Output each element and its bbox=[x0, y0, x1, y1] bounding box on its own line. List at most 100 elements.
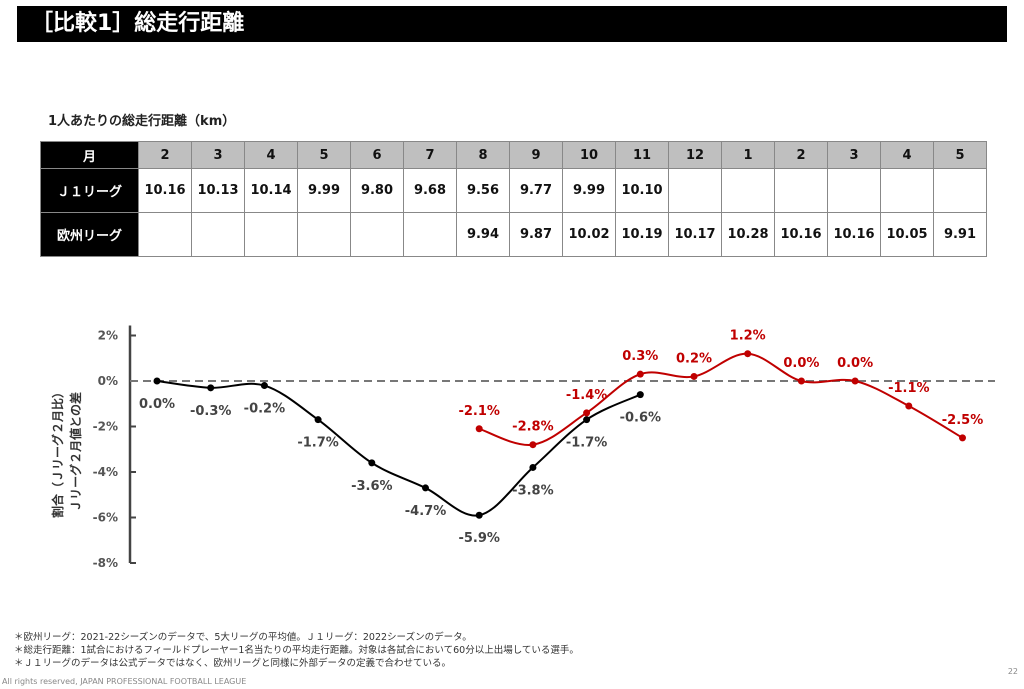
data-point bbox=[583, 416, 591, 424]
table-cell: 9.94 bbox=[456, 212, 510, 257]
table-header-row: 月 2 3 4 5 6 7 8 9 10 11 12 1 2 3 4 5 bbox=[40, 141, 987, 169]
table-cell bbox=[403, 212, 457, 257]
data-point bbox=[475, 425, 483, 433]
data-label: 0.0% bbox=[139, 397, 175, 412]
table-cell bbox=[880, 168, 934, 213]
page-number: 22 bbox=[1007, 667, 1018, 676]
table-cell: 10.02 bbox=[562, 212, 616, 257]
month-header: 8 bbox=[456, 141, 510, 169]
copyright: All rights reserved, JAPAN PROFESSIONAL … bbox=[2, 677, 247, 686]
table-cell: 10.13 bbox=[191, 168, 245, 213]
table-cell: 9.80 bbox=[350, 168, 404, 213]
data-point bbox=[690, 372, 698, 380]
month-header: 5 bbox=[297, 141, 351, 169]
y-axis-label-2: Ｊリーグ２月値との差 bbox=[68, 392, 83, 512]
y-axis-label: 割合（Ｊリーグ２月比） bbox=[50, 386, 65, 518]
month-header: 7 bbox=[403, 141, 457, 169]
month-header: 5 bbox=[933, 141, 987, 169]
table-cell: 9.91 bbox=[933, 212, 987, 257]
footnote: ＊総走行距離：1試合におけるフィールドプレーヤー1名当たりの平均走行距離。対象は… bbox=[14, 645, 579, 656]
data-label: -5.9% bbox=[458, 531, 499, 546]
data-point bbox=[905, 402, 913, 410]
table-title: 1人あたりの総走行距離（km） bbox=[48, 114, 236, 129]
month-header: 3 bbox=[191, 141, 245, 169]
data-point bbox=[636, 370, 644, 378]
table-row: 欧州リーグ 9.94 9.87 10.02 10.19 10.17 10.28 10.16 10… bbox=[40, 212, 987, 257]
table-cell: 9.68 bbox=[403, 168, 457, 213]
data-point bbox=[583, 409, 591, 417]
data-label: -0.3% bbox=[190, 404, 231, 419]
row-label: 欧州リーグ bbox=[40, 212, 139, 257]
table-cell: 10.16 bbox=[774, 212, 828, 257]
data-label: -4.7% bbox=[405, 504, 446, 519]
month-header: 2 bbox=[138, 141, 192, 169]
data-point bbox=[207, 384, 215, 392]
series-line-0 bbox=[156, 380, 641, 517]
y-tick-label: 2% bbox=[98, 329, 118, 343]
page-title: ［比較1］総走行距離 bbox=[17, 6, 1007, 42]
table-cell bbox=[721, 168, 775, 213]
month-header: 3 bbox=[827, 141, 881, 169]
data-label: 0.3% bbox=[622, 349, 658, 364]
y-tick-label: -8% bbox=[93, 556, 118, 570]
y-tick-label: -2% bbox=[93, 420, 118, 434]
data-label: -1.7% bbox=[566, 436, 607, 451]
data-label: -0.6% bbox=[620, 411, 661, 426]
data-point bbox=[959, 434, 966, 442]
month-header: 10 bbox=[562, 141, 616, 169]
table-cell: 9.99 bbox=[562, 168, 616, 213]
data-label: -1.7% bbox=[297, 436, 338, 451]
data-label: -3.6% bbox=[351, 479, 392, 494]
table-cell: 10.14 bbox=[244, 168, 298, 213]
table-cell: 10.17 bbox=[668, 212, 722, 257]
table-cell: 10.05 bbox=[880, 212, 934, 257]
y-tick-label: -4% bbox=[93, 465, 118, 479]
data-point bbox=[153, 377, 161, 385]
footnotes: ＊欧州リーグ：2021-22シーズンのデータで、5大リーグの平均値。Ｊ１リーグ：… bbox=[14, 631, 579, 670]
data-label: 0.0% bbox=[837, 356, 873, 371]
data-point bbox=[851, 377, 859, 385]
month-header: 4 bbox=[244, 141, 298, 169]
table-cell bbox=[933, 168, 987, 213]
data-label: -1.4% bbox=[566, 388, 607, 403]
table-cell bbox=[191, 212, 245, 257]
table-cell bbox=[244, 212, 298, 257]
table-cell: 9.56 bbox=[456, 168, 510, 213]
data-point bbox=[797, 377, 805, 385]
data-point bbox=[529, 463, 537, 471]
data-point bbox=[744, 350, 752, 358]
y-tick-label: 0% bbox=[98, 374, 118, 388]
month-header: 9 bbox=[509, 141, 563, 169]
month-header: 11 bbox=[615, 141, 669, 169]
data-point bbox=[368, 459, 376, 467]
data-point bbox=[260, 382, 268, 390]
table-cell: 10.28 bbox=[721, 212, 775, 257]
data-label: 0.0% bbox=[783, 356, 819, 371]
data-label: -2.5% bbox=[942, 413, 983, 428]
data-point bbox=[314, 416, 322, 424]
month-header: 12 bbox=[668, 141, 722, 169]
table-cell: 10.19 bbox=[615, 212, 669, 257]
y-tick-label: -6% bbox=[93, 511, 118, 525]
month-header: 6 bbox=[350, 141, 404, 169]
table-row: Ｊ１リーグ 10.16 10.13 10.14 9.99 9.80 9.68 9.56 9.77… bbox=[40, 168, 987, 213]
footnote: ＊Ｊ１リーグのデータは公式データではなく、欧州リーグと同様に外部データの定義で合… bbox=[14, 658, 452, 669]
data-point bbox=[422, 484, 429, 492]
data-label: -2.8% bbox=[512, 420, 553, 435]
data-point bbox=[636, 391, 644, 399]
table-cell: 10.10 bbox=[615, 168, 669, 213]
distance-table: 月 2 3 4 5 6 7 8 9 10 11 12 1 2 3 4 5 Ｊ１リーグ 10.16 10.13 10.14… bbox=[40, 141, 987, 257]
data-label: 1.2% bbox=[730, 329, 766, 344]
data-point bbox=[475, 511, 483, 519]
data-label: -3.8% bbox=[512, 483, 553, 498]
table-cell: 9.77 bbox=[509, 168, 563, 213]
series-line-1 bbox=[478, 352, 964, 446]
data-label: -2.1% bbox=[458, 404, 499, 419]
data-label: -0.2% bbox=[244, 402, 285, 417]
data-point bbox=[529, 441, 537, 449]
data-label: 0.2% bbox=[676, 351, 712, 366]
data-label: -1.1% bbox=[888, 381, 929, 396]
footnote: ＊欧州リーグ：2021-22シーズンのデータで、5大リーグの平均値。Ｊ１リーグ：… bbox=[14, 632, 472, 643]
month-header: 2 bbox=[774, 141, 828, 169]
